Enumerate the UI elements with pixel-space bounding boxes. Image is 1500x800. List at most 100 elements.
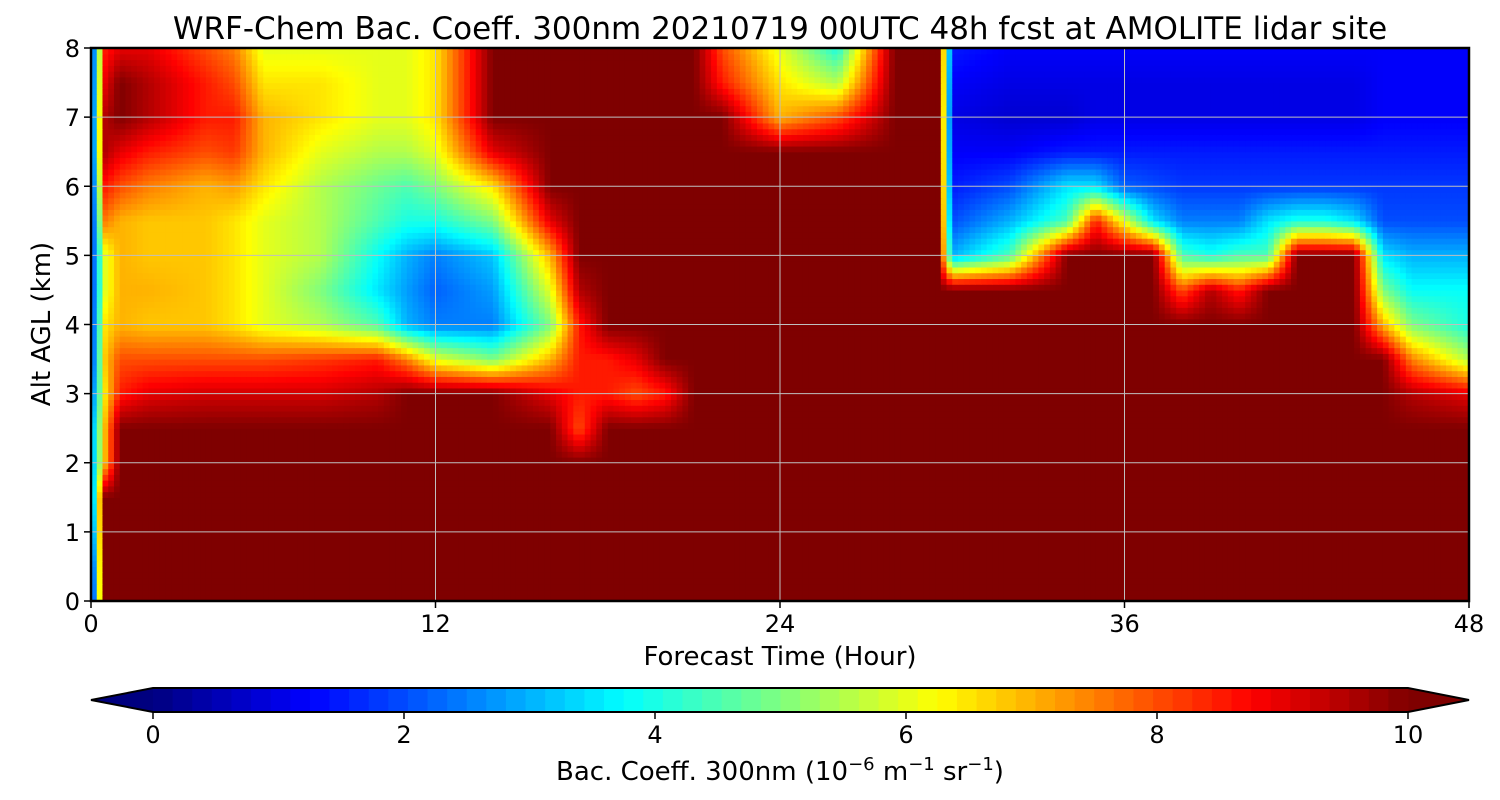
heatmap-cell xyxy=(1337,561,1343,567)
heatmap-cell xyxy=(1383,538,1389,544)
heatmap-cell xyxy=(298,492,304,498)
heatmap-cell xyxy=(137,572,143,578)
heatmap-cell xyxy=(539,584,545,590)
heatmap-cell xyxy=(596,503,602,509)
heatmap-cell xyxy=(338,515,344,521)
heatmap-cell xyxy=(636,584,642,590)
heatmap-cell xyxy=(137,480,143,486)
heatmap-cell xyxy=(625,486,631,492)
heatmap-cell xyxy=(372,480,378,486)
heatmap-cell xyxy=(212,497,218,503)
heatmap-cell xyxy=(717,589,723,595)
heatmap-cell xyxy=(872,486,878,492)
heatmap-cell xyxy=(1360,515,1366,521)
heatmap-cell xyxy=(321,561,327,567)
heatmap-cell xyxy=(659,538,665,544)
heatmap-cell xyxy=(1125,503,1131,509)
heatmap-cell xyxy=(447,509,453,515)
heatmap-cell xyxy=(981,509,987,515)
heatmap-cell xyxy=(1394,572,1400,578)
heatmap-cell xyxy=(326,515,332,521)
heatmap-cell xyxy=(803,566,809,572)
heatmap-cell xyxy=(229,561,235,567)
heatmap-cell xyxy=(596,566,602,572)
heatmap-cell xyxy=(814,480,820,486)
heatmap-cell xyxy=(1325,492,1331,498)
heatmap-cell xyxy=(860,578,866,584)
heatmap-cell xyxy=(189,584,195,590)
heatmap-cell xyxy=(349,520,355,526)
heatmap-cell xyxy=(275,555,281,561)
heatmap-cell xyxy=(1199,520,1205,526)
heatmap-cell xyxy=(1354,486,1360,492)
heatmap-cell xyxy=(608,532,614,538)
heatmap-cell xyxy=(906,561,912,567)
heatmap-cell xyxy=(131,486,137,492)
heatmap-cell xyxy=(855,566,861,572)
heatmap-cell xyxy=(395,549,401,555)
heatmap-cell xyxy=(275,538,281,544)
heatmap-cell xyxy=(1297,538,1303,544)
heatmap-cell xyxy=(717,497,723,503)
heatmap-cell xyxy=(1429,543,1435,549)
heatmap-cell xyxy=(447,538,453,544)
heatmap-cell xyxy=(1383,543,1389,549)
heatmap-cell xyxy=(734,515,740,521)
heatmap-cell xyxy=(711,561,717,567)
heatmap-cell xyxy=(441,492,447,498)
heatmap-cell xyxy=(1458,555,1464,561)
heatmap-cell xyxy=(746,509,752,515)
heatmap-cell xyxy=(550,543,556,549)
heatmap-cell xyxy=(212,520,218,526)
heatmap-cell xyxy=(757,520,763,526)
heatmap-cell xyxy=(1417,486,1423,492)
heatmap-cell xyxy=(1383,578,1389,584)
heatmap-cell xyxy=(407,520,413,526)
heatmap-cell xyxy=(1102,589,1108,595)
heatmap-cell xyxy=(958,578,964,584)
heatmap-cell xyxy=(1337,578,1343,584)
heatmap-cell xyxy=(1216,584,1222,590)
heatmap-cell xyxy=(636,492,642,498)
heatmap-cell xyxy=(102,538,108,544)
heatmap-cell xyxy=(504,515,510,521)
heatmap-cell xyxy=(969,503,975,509)
heatmap-cell xyxy=(924,589,930,595)
heatmap-cell xyxy=(533,584,539,590)
heatmap-cell xyxy=(1417,566,1423,572)
heatmap-cell xyxy=(1188,566,1194,572)
heatmap-cell xyxy=(975,515,981,521)
heatmap-cell xyxy=(1394,584,1400,590)
heatmap-cell xyxy=(367,532,373,538)
heatmap-cell xyxy=(298,532,304,538)
heatmap-cell xyxy=(1165,538,1171,544)
heatmap-cell xyxy=(1268,589,1274,595)
heatmap-cell xyxy=(826,584,832,590)
heatmap-cell xyxy=(705,509,711,515)
heatmap-cell xyxy=(1193,549,1199,555)
heatmap-cell xyxy=(458,503,464,509)
heatmap-cell xyxy=(223,566,229,572)
heatmap-cell xyxy=(1113,532,1119,538)
heatmap-cell xyxy=(866,543,872,549)
heatmap-cell xyxy=(131,497,137,503)
heatmap-cell xyxy=(1084,543,1090,549)
heatmap-cell xyxy=(476,492,482,498)
heatmap-cell xyxy=(1188,480,1194,486)
heatmap-cell xyxy=(1216,578,1222,584)
heatmap-cell xyxy=(349,589,355,595)
heatmap-cell xyxy=(1142,497,1148,503)
heatmap-cell xyxy=(1291,589,1297,595)
heatmap-cell xyxy=(625,520,631,526)
heatmap-cell xyxy=(240,480,246,486)
heatmap-cell xyxy=(935,555,941,561)
heatmap-cell xyxy=(987,538,993,544)
heatmap-cell xyxy=(1360,572,1366,578)
heatmap-cell xyxy=(837,492,843,498)
heatmap-cell xyxy=(791,566,797,572)
heatmap-cell xyxy=(269,549,275,555)
heatmap-cell xyxy=(1429,503,1435,509)
heatmap-cell xyxy=(1067,566,1073,572)
heatmap-cell xyxy=(866,566,872,572)
heatmap-cell xyxy=(1423,555,1429,561)
